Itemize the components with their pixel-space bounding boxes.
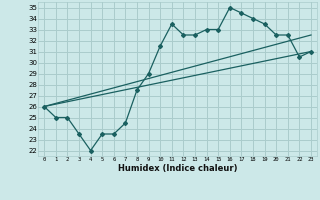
X-axis label: Humidex (Indice chaleur): Humidex (Indice chaleur) [118, 164, 237, 173]
